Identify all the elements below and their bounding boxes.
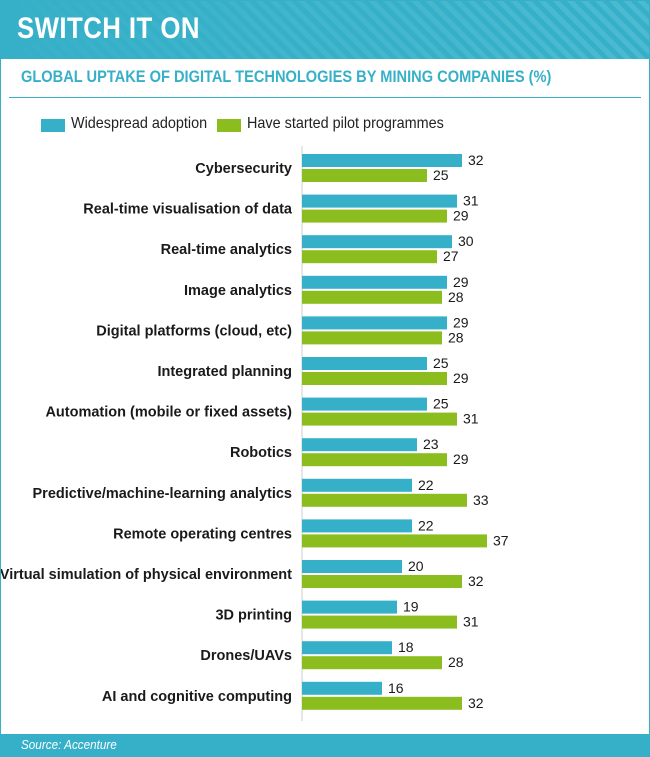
header-stripe-pattern [1, 1, 649, 59]
page-title: SWITCH IT ON [17, 12, 200, 45]
data-label: 28 [448, 654, 464, 670]
data-label: 32 [468, 695, 484, 711]
bar-widespread [302, 641, 392, 655]
bar-widespread [302, 154, 462, 167]
data-label: 25 [433, 167, 449, 183]
bar-chart: Cybersecurity 32 25 Real-time visualisation… [1, 146, 509, 721]
category-label: Robotics [230, 445, 292, 461]
category-label: Image analytics [184, 283, 292, 299]
legend-label: Have started pilot programmes [247, 115, 444, 132]
data-label: 29 [453, 451, 469, 467]
data-label: 29 [453, 370, 469, 386]
category-label: Real-time analytics [161, 242, 292, 258]
divider [9, 97, 641, 98]
data-label: 20 [408, 558, 424, 574]
data-label: 28 [448, 329, 464, 345]
data-label: 33 [473, 492, 489, 508]
data-label: 18 [398, 639, 414, 655]
header-banner: SWITCH IT ON [1, 1, 649, 59]
data-label: 29 [453, 314, 469, 330]
bar-widespread [302, 235, 452, 249]
data-label: 32 [468, 573, 484, 589]
legend-swatch-blue [41, 119, 65, 132]
category-label: Predictive/machine-learning analytics [33, 486, 293, 502]
data-label: 25 [433, 396, 449, 412]
data-label: 19 [403, 599, 419, 615]
data-label: 23 [423, 436, 439, 452]
bar-pilot [302, 575, 462, 588]
category-label: Digital platforms (cloud, etc) [96, 323, 292, 339]
bar-pilot [302, 453, 447, 467]
bar-pilot [302, 250, 437, 264]
category-label: Integrated planning [157, 364, 292, 380]
data-label: 30 [458, 233, 474, 249]
data-label: 31 [463, 193, 479, 209]
category-label: Real-time visualisation of data [83, 202, 293, 218]
data-label: 28 [448, 289, 464, 305]
bar-widespread [302, 397, 427, 411]
category-label: 3D printing [215, 608, 292, 624]
data-label: 29 [453, 274, 469, 290]
bar-pilot [302, 331, 442, 345]
bar-pilot [302, 290, 442, 304]
chart-subtitle: GLOBAL UPTAKE OF DIGITAL TECHNOLOGIES BY… [21, 67, 552, 86]
data-label: 16 [388, 680, 404, 696]
category-label: Remote operating centres [113, 526, 292, 542]
bar-widespread [302, 600, 397, 614]
footer-bar: Source: Accenture [1, 734, 649, 756]
bar-widespread [302, 316, 447, 330]
data-label: 25 [433, 355, 449, 371]
bar-widespread [302, 519, 412, 533]
category-label: Cybersecurity [195, 161, 292, 177]
bar-pilot [302, 615, 457, 629]
data-label: 32 [468, 152, 484, 168]
bar-pilot [302, 656, 442, 670]
category-label: Drones/UAVs [200, 648, 292, 664]
category-label: Virtual simulation of physical environme… [1, 567, 292, 583]
bar-widespread [302, 560, 402, 573]
data-label: 22 [418, 477, 434, 493]
bar-pilot [302, 412, 457, 426]
bar-pilot [302, 169, 427, 182]
legend-label: Widespread adoption [71, 115, 208, 132]
bar-pilot [302, 493, 467, 507]
bar-pilot [302, 372, 447, 385]
data-label: 29 [453, 208, 469, 224]
bar-widespread [302, 478, 412, 492]
bar-pilot [302, 696, 462, 710]
bar-widespread [302, 357, 427, 370]
bar-pilot [302, 534, 487, 548]
bar-widespread [302, 275, 447, 289]
source-note: Source: Accenture [21, 737, 117, 752]
legend-swatch-green [217, 119, 241, 132]
data-label: 31 [463, 411, 479, 427]
bar-pilot [302, 209, 447, 223]
data-label: 22 [418, 517, 434, 533]
bar-widespread [302, 681, 382, 695]
data-label: 31 [463, 614, 479, 630]
category-label: AI and cognitive computing [102, 689, 292, 705]
data-label: 27 [443, 248, 459, 264]
category-label: Automation (mobile or fixed assets) [45, 405, 292, 421]
bar-widespread [302, 438, 417, 452]
data-label: 37 [493, 532, 509, 548]
bar-widespread [302, 194, 457, 208]
